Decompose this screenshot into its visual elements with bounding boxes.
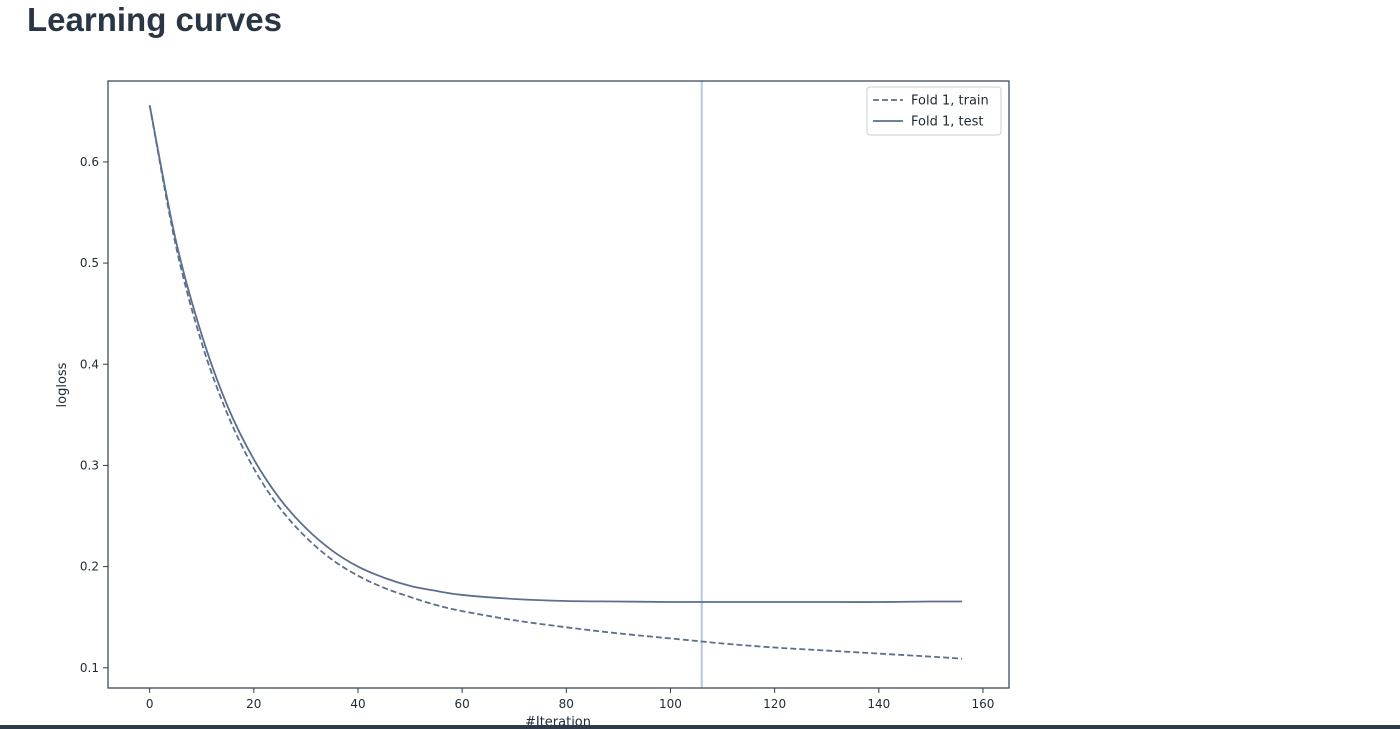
x-tick-label: 160: [972, 697, 995, 711]
legend-box: [866, 86, 1002, 136]
x-tick-label: 0: [146, 697, 154, 711]
x-tick-label: 60: [455, 697, 470, 711]
x-tick-label: 140: [867, 697, 890, 711]
x-tick-label: 20: [246, 697, 261, 711]
x-tick-label: 120: [763, 697, 786, 711]
plot-background: [108, 81, 1009, 688]
legend-train-label: Fold 1, train: [911, 94, 989, 109]
plot-frame: [107, 80, 1010, 689]
legend-test-label: Fold 1, test: [911, 115, 983, 130]
bottom-divider: [0, 725, 1400, 729]
series-line-test: [148, 105, 963, 603]
legend: Fold 1, train Fold 1, test: [866, 86, 1002, 136]
y-tick-label: 0.4: [80, 357, 99, 371]
series-line-train: [148, 105, 963, 660]
y-tick-label: 0.1: [80, 661, 99, 675]
x-tick-label: 100: [659, 697, 682, 711]
x-tick-label: 80: [559, 697, 574, 711]
y-axis-ticks: 0.1 0.2 0.3 0.4 0.5 0.6: [80, 155, 108, 675]
y-tick-label: 0.3: [80, 458, 99, 472]
y-tick-label: 0.6: [80, 155, 99, 169]
series-layer: [148, 105, 963, 660]
y-tick-label: 0.5: [80, 256, 99, 270]
y-tick-label: 0.2: [80, 560, 99, 574]
x-axis-ticks: 0 20 40 60 80 100 120 140 160: [146, 688, 995, 711]
y-axis-label: logloss: [55, 362, 70, 407]
page-title: Learning curves: [27, 1, 282, 38]
x-tick-label: 40: [350, 697, 365, 711]
